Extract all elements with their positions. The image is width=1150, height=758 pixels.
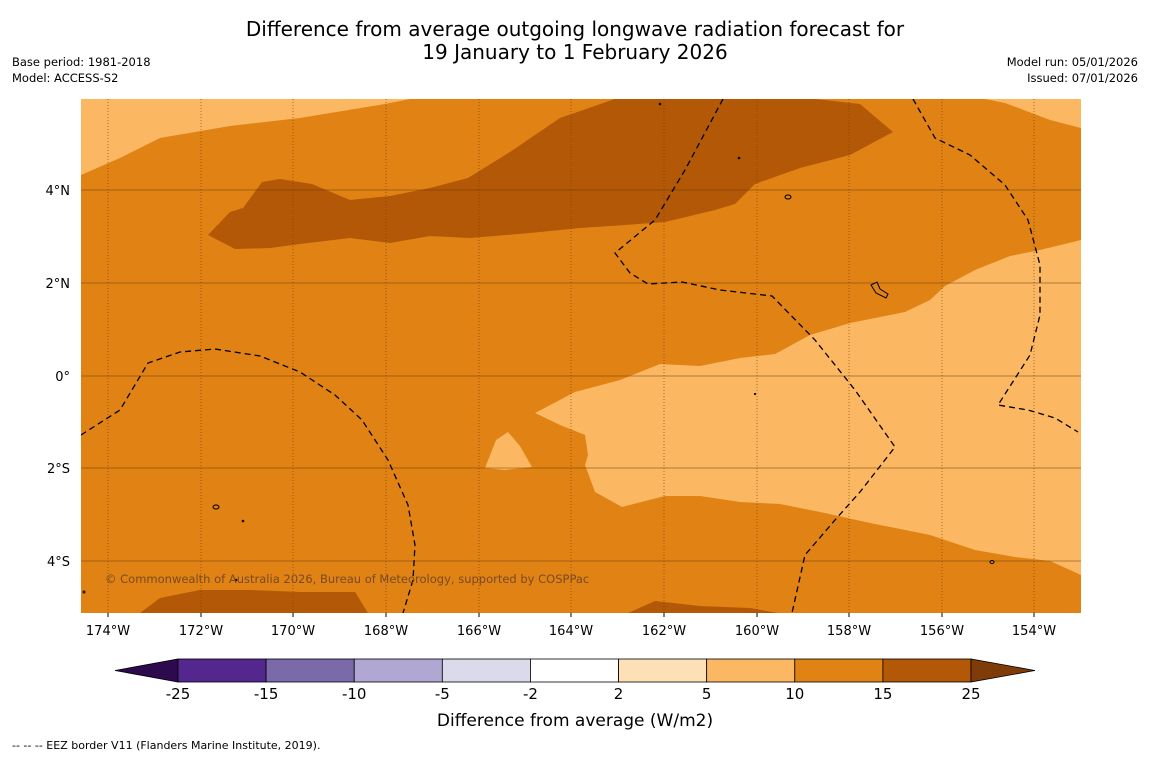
- colorbar-segment: [618, 658, 708, 683]
- islands: [82, 102, 995, 594]
- colorbar-segment: [441, 658, 531, 683]
- colorbar-segment: [794, 658, 884, 683]
- lat-label: 2°S: [47, 462, 70, 477]
- issued-date: Issued: 07/01/2026: [1027, 71, 1138, 85]
- eez-border-east: [912, 99, 1079, 433]
- colorbar-tick: -25: [166, 685, 191, 703]
- anomaly-15-25-region-southwest: [140, 590, 368, 613]
- colorbar-tick: -2: [523, 685, 538, 703]
- island: [784, 194, 792, 200]
- colorbar-segment: [265, 658, 355, 683]
- island: [753, 392, 757, 396]
- lon-label: 154°W: [1012, 624, 1056, 639]
- meta-right: Model run: 05/01/2026 Issued: 07/01/2026: [1007, 54, 1138, 86]
- latitude-labels: 4°N 2°N 0° 2°S 4°S: [46, 184, 71, 570]
- anomaly-5-10-region-small: [485, 432, 532, 470]
- map-field: [81, 99, 1081, 613]
- island: [870, 281, 889, 299]
- lat-label: 2°N: [46, 277, 71, 292]
- lon-label: 172°W: [179, 624, 223, 639]
- island: [658, 102, 662, 106]
- eez-borders: [81, 99, 1079, 613]
- anomaly-5-10-region-ne: [985, 99, 1081, 128]
- colorbar-tick: -10: [342, 685, 367, 703]
- colorbar-extend-high: [970, 658, 1036, 683]
- island: [234, 578, 238, 582]
- lon-label: 162°W: [642, 624, 686, 639]
- island: [212, 504, 220, 510]
- title-line-1: Difference from average outgoing longwav…: [245, 17, 905, 41]
- anomaly-5-10-region-east: [535, 240, 1081, 575]
- colorbar-tick: 2: [614, 685, 624, 703]
- longitude-labels: 174°W 172°W 170°W 168°W 166°W 164°W 162°W 160°W…: [86, 624, 1056, 639]
- anomaly-5-10-region-nw: [81, 99, 410, 175]
- colorbar-segment: [177, 658, 267, 683]
- lon-label: 168°W: [364, 624, 408, 639]
- colorbar-tick: -15: [254, 685, 279, 703]
- model-run: Model run: 05/01/2026: [1006, 55, 1138, 69]
- anomaly-15-25-region-south: [628, 601, 778, 613]
- colorbar-extend-low: [114, 658, 179, 683]
- colorbar-tick-labels: -25 -15 -10 -5 -2 2 5 10 15 25: [166, 685, 981, 703]
- graticule: [81, 99, 1081, 617]
- colorbar-segment: [882, 658, 972, 683]
- island: [737, 156, 741, 160]
- lon-label: 164°W: [549, 624, 593, 639]
- eez-border-central: [614, 99, 896, 613]
- meta-left: Base period: 1981-2018 Model: ACCESS-S2: [12, 54, 151, 86]
- colorbar-tick: -5: [435, 685, 450, 703]
- title-line-2: 19 January to 1 February 2026: [422, 40, 728, 64]
- colorbar-segment: [530, 658, 619, 683]
- anomaly-15-25-region-north: [208, 99, 893, 249]
- lat-label: 0°: [55, 370, 70, 385]
- lon-label: 174°W: [86, 624, 130, 639]
- lon-label: 158°W: [827, 624, 871, 639]
- colorbar-tick: 25: [961, 685, 980, 703]
- map-title: Difference from average outgoing longwav…: [0, 18, 1150, 64]
- lon-label: 160°W: [735, 624, 779, 639]
- lat-label: 4°S: [47, 555, 70, 570]
- colorbar-tick: 15: [873, 685, 892, 703]
- lat-label: 4°N: [46, 184, 71, 199]
- island: [241, 519, 245, 523]
- colorbar-label: Difference from average (W/m2): [437, 711, 713, 731]
- lon-label: 170°W: [271, 624, 315, 639]
- colorbar-segment: [353, 658, 443, 683]
- island: [989, 560, 995, 564]
- copyright-notice: © Commonwealth of Australia 2026, Bureau…: [105, 572, 589, 586]
- lon-label: 156°W: [920, 624, 964, 639]
- colorbar-tick: 5: [702, 685, 712, 703]
- colorbar-segment: [706, 658, 796, 683]
- colorbar-tick: 10: [785, 685, 804, 703]
- island: [82, 590, 86, 594]
- eez-footnote: -- -- -- EEZ border V11 (Flanders Marine…: [12, 739, 321, 752]
- lon-label: 166°W: [457, 624, 501, 639]
- colorbar: [114, 658, 1036, 683]
- base-period: Base period: 1981-2018: [12, 55, 151, 69]
- model-name: Model: ACCESS-S2: [12, 71, 119, 85]
